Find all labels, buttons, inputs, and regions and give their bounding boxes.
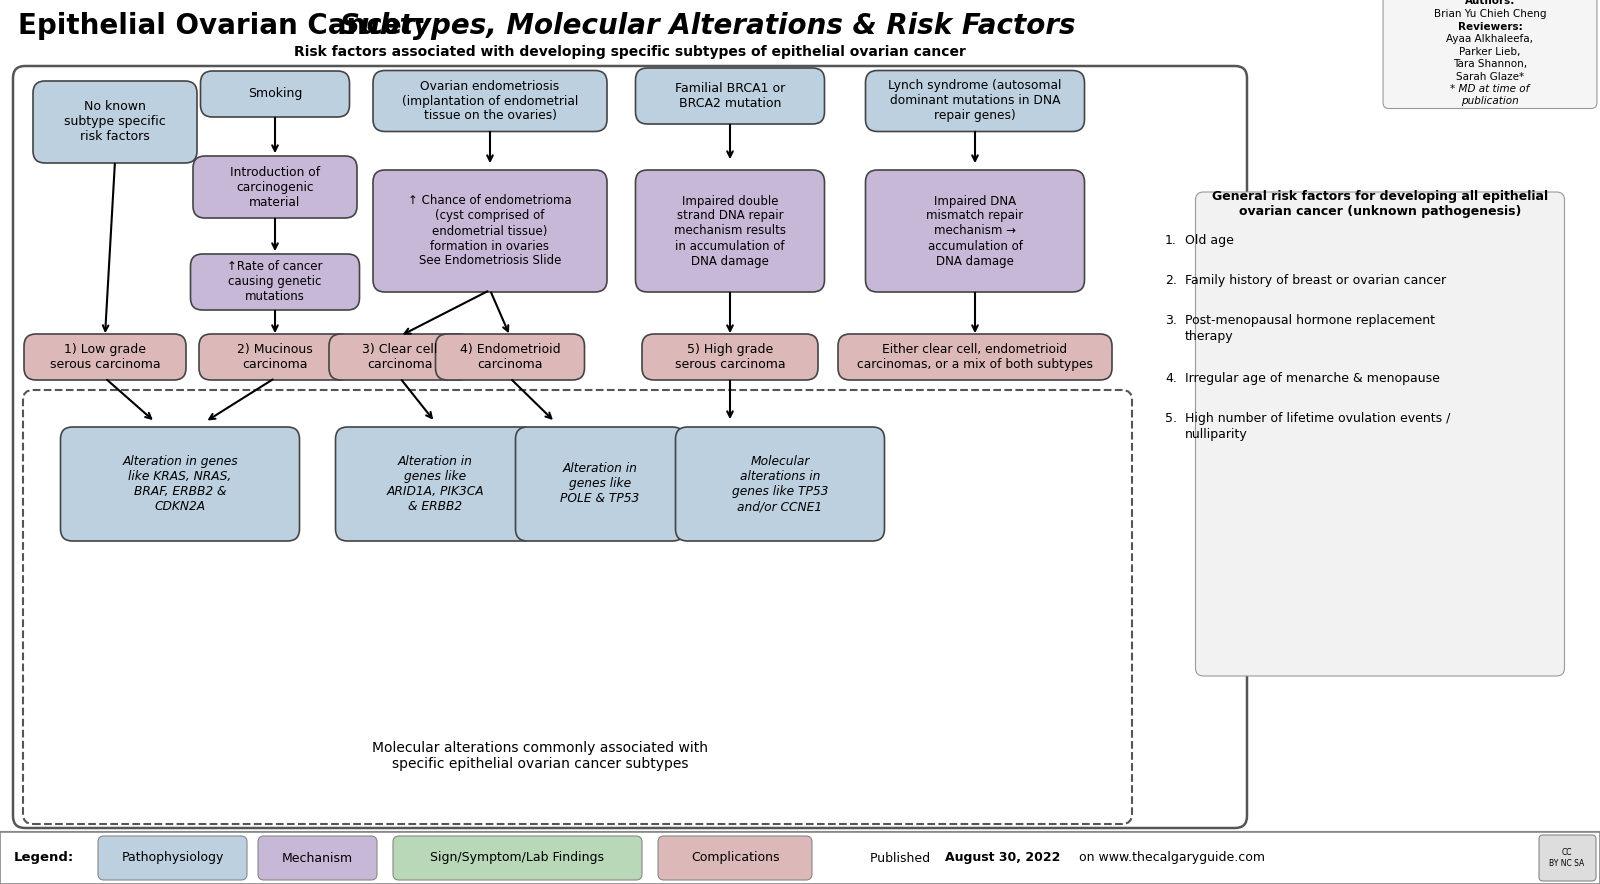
Text: Impaired double
strand DNA repair
mechanism results
in accumulation of
DNA damag: Impaired double strand DNA repair mechan…: [674, 194, 786, 268]
Text: Subtypes, Molecular Alterations & Risk Factors: Subtypes, Molecular Alterations & Risk F…: [339, 12, 1075, 40]
FancyBboxPatch shape: [373, 71, 606, 132]
Text: Alteration in
genes like
POLE & TP53: Alteration in genes like POLE & TP53: [560, 462, 640, 506]
Text: Sarah Glaze*: Sarah Glaze*: [1456, 72, 1525, 81]
Text: Legend:: Legend:: [14, 851, 74, 865]
FancyBboxPatch shape: [1539, 835, 1597, 881]
FancyBboxPatch shape: [515, 427, 685, 541]
Text: Impaired DNA
mismatch repair
mechanism →
accumulation of
DNA damage: Impaired DNA mismatch repair mechanism →…: [926, 194, 1024, 268]
FancyBboxPatch shape: [336, 427, 534, 541]
Text: Published: Published: [870, 851, 934, 865]
Text: Sign/Symptom/Lab Findings: Sign/Symptom/Lab Findings: [430, 851, 605, 865]
Text: 4) Endometrioid
carcinoma: 4) Endometrioid carcinoma: [459, 343, 560, 371]
FancyBboxPatch shape: [675, 427, 885, 541]
Text: Alteration in
genes like
ARID1A, PIK3CA
& ERBB2: Alteration in genes like ARID1A, PIK3CA …: [386, 455, 483, 513]
Text: Ayaa Alkhaleefa,: Ayaa Alkhaleefa,: [1446, 34, 1533, 44]
FancyBboxPatch shape: [394, 836, 642, 880]
Text: Mechanism: Mechanism: [282, 851, 354, 865]
Text: CC
BY NC SA: CC BY NC SA: [1549, 849, 1584, 868]
Text: Tara Shannon,: Tara Shannon,: [1453, 59, 1526, 69]
FancyBboxPatch shape: [13, 66, 1246, 828]
Text: ↑ Chance of endometrioma
(cyst comprised of
endometrial tissue)
formation in ova: ↑ Chance of endometrioma (cyst comprised…: [408, 194, 571, 268]
FancyBboxPatch shape: [190, 254, 360, 310]
FancyBboxPatch shape: [198, 334, 350, 380]
Text: 5.: 5.: [1165, 412, 1178, 425]
FancyBboxPatch shape: [200, 71, 349, 117]
FancyBboxPatch shape: [866, 71, 1085, 132]
FancyBboxPatch shape: [330, 334, 470, 380]
FancyBboxPatch shape: [98, 836, 246, 880]
Text: 1.: 1.: [1165, 234, 1178, 247]
FancyBboxPatch shape: [642, 334, 818, 380]
Text: 3) Clear cell
carcinoma: 3) Clear cell carcinoma: [362, 343, 438, 371]
Text: Ovarian endometriosis
(implantation of endometrial
tissue on the ovaries): Ovarian endometriosis (implantation of e…: [402, 80, 578, 123]
FancyBboxPatch shape: [435, 334, 584, 380]
Text: Alteration in genes
like KRAS, NRAS,
BRAF, ERBB2 &
CDKN2A: Alteration in genes like KRAS, NRAS, BRA…: [122, 455, 238, 513]
Text: Smoking: Smoking: [248, 88, 302, 101]
Text: nulliparity: nulliparity: [1186, 428, 1248, 441]
FancyBboxPatch shape: [866, 170, 1085, 292]
FancyBboxPatch shape: [34, 81, 197, 163]
FancyBboxPatch shape: [635, 68, 824, 124]
Text: 3.: 3.: [1165, 314, 1178, 327]
Text: Irregular age of menarche & menopause: Irregular age of menarche & menopause: [1186, 372, 1440, 385]
Text: Parker Lieb,: Parker Lieb,: [1459, 47, 1520, 57]
Text: publication: publication: [1461, 96, 1518, 106]
Text: Introduction of
carcinogenic
material: Introduction of carcinogenic material: [230, 165, 320, 209]
Text: Epithelial Ovarian Cancer:: Epithelial Ovarian Cancer:: [18, 12, 437, 40]
Text: Authors:: Authors:: [1466, 0, 1515, 6]
FancyBboxPatch shape: [635, 170, 824, 292]
FancyBboxPatch shape: [1195, 192, 1565, 676]
Text: Reviewers:: Reviewers:: [1458, 21, 1522, 32]
Text: 1) Low grade
serous carcinoma: 1) Low grade serous carcinoma: [50, 343, 160, 371]
Text: on www.thecalgaryguide.com: on www.thecalgaryguide.com: [1075, 851, 1266, 865]
Text: * MD at time of: * MD at time of: [1450, 84, 1530, 94]
Text: Familial BRCA1 or
BRCA2 mutation: Familial BRCA1 or BRCA2 mutation: [675, 82, 786, 110]
Text: therapy: therapy: [1186, 330, 1234, 343]
FancyBboxPatch shape: [24, 334, 186, 380]
Text: Molecular
alterations in
genes like TP53
and/or CCNE1: Molecular alterations in genes like TP53…: [731, 455, 829, 513]
Text: Old age: Old age: [1186, 234, 1234, 247]
FancyBboxPatch shape: [61, 427, 299, 541]
Text: Brian Yu Chieh Cheng: Brian Yu Chieh Cheng: [1434, 9, 1546, 19]
Text: Post-menopausal hormone replacement: Post-menopausal hormone replacement: [1186, 314, 1435, 327]
Text: 2.: 2.: [1165, 274, 1178, 287]
Text: Either clear cell, endometrioid
carcinomas, or a mix of both subtypes: Either clear cell, endometrioid carcinom…: [858, 343, 1093, 371]
FancyBboxPatch shape: [22, 390, 1133, 824]
Text: Risk factors associated with developing specific subtypes of epithelial ovarian : Risk factors associated with developing …: [294, 45, 966, 59]
FancyBboxPatch shape: [658, 836, 813, 880]
Text: General risk factors for developing all epithelial
ovarian cancer (unknown patho: General risk factors for developing all …: [1211, 190, 1549, 218]
Text: Family history of breast or ovarian cancer: Family history of breast or ovarian canc…: [1186, 274, 1446, 287]
Text: August 30, 2022: August 30, 2022: [946, 851, 1061, 865]
Text: No known
subtype specific
risk factors: No known subtype specific risk factors: [64, 101, 166, 143]
Text: Pathophysiology: Pathophysiology: [122, 851, 224, 865]
Text: Lynch syndrome (autosomal
dominant mutations in DNA
repair genes): Lynch syndrome (autosomal dominant mutat…: [888, 80, 1062, 123]
Text: 4.: 4.: [1165, 372, 1178, 385]
Text: ↑Rate of cancer
causing genetic
mutations: ↑Rate of cancer causing genetic mutation…: [227, 261, 323, 303]
Text: High number of lifetime ovulation events /: High number of lifetime ovulation events…: [1186, 412, 1450, 425]
Text: Molecular alterations commonly associated with
specific epithelial ovarian cance: Molecular alterations commonly associate…: [371, 741, 707, 771]
Text: 2) Mucinous
carcinoma: 2) Mucinous carcinoma: [237, 343, 314, 371]
Text: 5) High grade
serous carcinoma: 5) High grade serous carcinoma: [675, 343, 786, 371]
FancyBboxPatch shape: [258, 836, 378, 880]
FancyBboxPatch shape: [838, 334, 1112, 380]
Bar: [0, 832, 1600, 884]
Text: Complications: Complications: [691, 851, 779, 865]
FancyBboxPatch shape: [373, 170, 606, 292]
FancyBboxPatch shape: [194, 156, 357, 218]
FancyBboxPatch shape: [1382, 0, 1597, 109]
